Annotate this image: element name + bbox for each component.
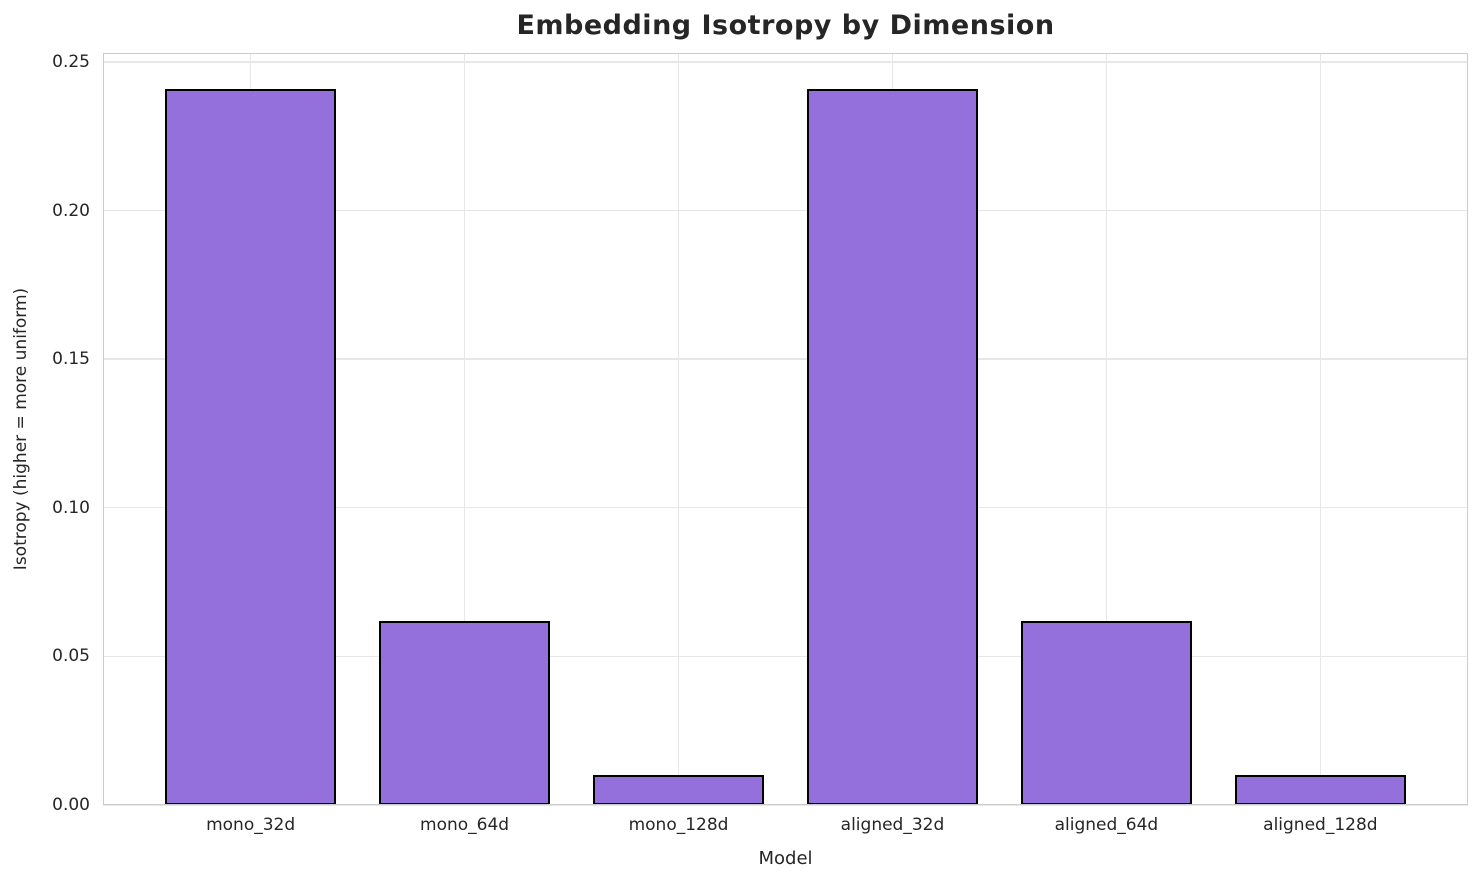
y-axis-label: Isotropy (higher = more uniform) bbox=[11, 287, 31, 571]
y-gridline bbox=[103, 209, 1468, 212]
bar-aligned_128d bbox=[1234, 775, 1406, 805]
x-tick-label: mono_64d bbox=[420, 815, 510, 835]
x-tick-label: mono_32d bbox=[206, 815, 296, 835]
x-tick-label: aligned_128d bbox=[1263, 815, 1378, 835]
bar-aligned_32d bbox=[806, 88, 979, 805]
y-gridline bbox=[103, 507, 1468, 509]
y-tick-label: 0.00 bbox=[52, 795, 90, 815]
bar-mono_128d bbox=[592, 775, 765, 805]
bar-aligned_64d bbox=[1020, 620, 1192, 805]
x-tick-label: aligned_32d bbox=[840, 815, 945, 835]
y-gridline bbox=[103, 358, 1468, 360]
y-tick-label: 0.15 bbox=[52, 349, 90, 370]
x-gridline bbox=[463, 53, 466, 805]
plot-area bbox=[103, 53, 1468, 806]
x-tick-label: aligned_64d bbox=[1054, 815, 1159, 835]
x-gridline bbox=[677, 53, 680, 805]
chart-title: Embedding Isotropy by Dimension bbox=[516, 10, 1055, 41]
bar-mono_64d bbox=[378, 620, 551, 805]
x-axis-label: Model bbox=[758, 848, 813, 869]
bar-mono_32d bbox=[165, 88, 337, 805]
y-tick-label: 0.10 bbox=[52, 497, 90, 518]
y-tick-label: 0.25 bbox=[52, 51, 90, 72]
y-tick-label: 0.20 bbox=[52, 200, 90, 221]
x-tick-label: mono_128d bbox=[628, 815, 729, 835]
x-gridline bbox=[1105, 53, 1108, 805]
y-gridline bbox=[103, 655, 1468, 658]
y-gridline bbox=[103, 61, 1468, 63]
x-gridline bbox=[1319, 53, 1322, 805]
y-tick-label: 0.05 bbox=[52, 646, 90, 667]
